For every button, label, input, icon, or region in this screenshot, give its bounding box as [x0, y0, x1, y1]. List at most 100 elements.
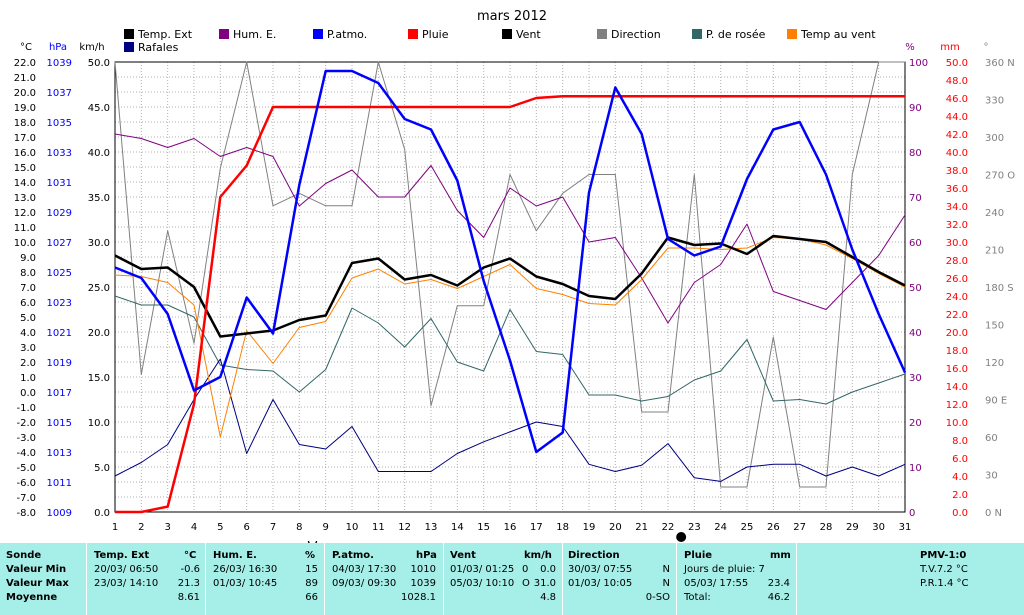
rain-tick-label: 18.0	[946, 346, 968, 357]
legend-swatch	[692, 29, 702, 39]
temp-tick-label: 6.0	[20, 298, 36, 309]
series-line-p-de-ros-e	[114, 295, 906, 405]
x-tick-label: 29	[846, 522, 859, 533]
temp-tick-label: 5.0	[20, 313, 36, 324]
pressure-tick-label: 1023	[47, 298, 72, 309]
temp-max-when: 23/03/ 14:10	[94, 578, 159, 589]
stats-table: Sonde Valeur Min Valeur Max Moyenne Temp…	[0, 543, 1024, 615]
rain-tick-label: 20.0	[946, 328, 968, 339]
rain-tick-label: 46.0	[946, 94, 968, 105]
rain-tick-label: 32.0	[946, 220, 968, 231]
pressure-axis-unit: hPa	[49, 42, 67, 53]
temp-tick-label: 10.0	[14, 238, 36, 249]
x-tick-label: 14	[451, 522, 464, 533]
temp-tick-label: 9.0	[20, 253, 36, 264]
row-label-max: Valeur Max	[6, 578, 69, 589]
direction-avg-value: 0-SO	[645, 592, 670, 603]
pressure-tick-label: 1011	[47, 478, 72, 489]
temp-tick-label: 19.0	[14, 103, 36, 114]
humidity-tick-label: 90	[909, 103, 922, 114]
pressure-tick-label: 1029	[47, 208, 72, 219]
legend-label: Vent	[516, 28, 541, 41]
temp-tick-label: 4.0	[20, 328, 36, 339]
rain-tick-label: 50.0	[946, 58, 968, 69]
hum-unit: %	[305, 550, 316, 561]
legend-label: Temp. Ext	[137, 28, 193, 41]
wind-min-when: 01/03/ 01:25	[450, 564, 515, 575]
direction-tick-label: 210	[985, 246, 1004, 257]
temp-tick-label: 20.0	[14, 88, 36, 99]
x-tick-label: 24	[714, 522, 727, 533]
axis-unit-labels: °C hPa km/h% mm °	[20, 42, 988, 53]
direction-tick-label: 120	[985, 358, 1004, 369]
rain-tick-label: 24.0	[946, 292, 968, 303]
legend-swatch	[124, 42, 134, 52]
press-min-value: 1010	[410, 564, 436, 575]
wind-min-dir: 0	[522, 564, 529, 575]
pressure-tick-label: 1033	[47, 148, 72, 159]
legend-label: P.atmo.	[327, 28, 367, 41]
press-max-value: 1039	[410, 578, 436, 589]
x-tick-label: 9	[322, 522, 328, 533]
direction-tick-label: 0 N	[985, 508, 1002, 519]
legend-swatch	[313, 29, 323, 39]
direction-tick-label: 240	[985, 208, 1004, 219]
temp-tick-label: 17.0	[14, 133, 36, 144]
press-min-when: 04/03/ 17:30	[332, 564, 397, 575]
rain-tick-label: 28.0	[946, 256, 968, 267]
wind-axis-unit: km/h	[79, 42, 104, 53]
x-tick-label: 5	[217, 522, 223, 533]
x-axis: 1 2 3 4 5 6 7 8 9 10 11 12 13 14 15 16 17 18 19 20 21 22 23 24 2…	[112, 522, 912, 533]
direction-tick-label: 270 O	[985, 171, 1015, 182]
rain-header: Pluie	[684, 550, 713, 561]
legend-label: P. de rosée	[706, 28, 766, 41]
humidity-tick-label: 70	[909, 193, 922, 204]
legend-swatch	[124, 29, 134, 39]
temp-max-value: 21.3	[177, 578, 200, 589]
rain-tick-label: 8.0	[952, 436, 968, 447]
rain-tick-label: 30.0	[946, 238, 968, 249]
rain-tick-label: 10.0	[946, 418, 968, 429]
wind-header: Vent	[450, 550, 476, 561]
series-line-hum-e	[114, 133, 906, 324]
x-tick-label: 6	[243, 522, 249, 533]
x-tick-label: 22	[662, 522, 675, 533]
rain-unit: mm	[770, 550, 791, 561]
moon-quarter-icon	[307, 540, 318, 543]
x-tick-label: 30	[872, 522, 885, 533]
rain-tick-label: 22.0	[946, 310, 968, 321]
x-tick-label: 2	[138, 522, 144, 533]
legend-label: Rafales	[138, 41, 179, 54]
humidity-axis-unit: %	[905, 42, 915, 53]
direction-tick-label: 300	[985, 133, 1004, 144]
legend-swatch	[219, 29, 229, 39]
chart-title: mars 2012	[477, 9, 547, 24]
rain-axis-unit: mm	[940, 42, 959, 53]
hum-header: Hum. E.	[213, 550, 257, 561]
direction-min-when: 30/03/ 07:55	[568, 564, 633, 575]
row-label-avg: Moyenne	[6, 592, 58, 603]
wind-tick-label: 50.0	[88, 58, 110, 69]
row-label-sonde: Sonde	[6, 550, 42, 561]
temp-tick-label: 2.0	[20, 358, 36, 369]
rain-tick-label: 0.0	[952, 508, 968, 519]
temp-avg-value: 8.61	[177, 592, 200, 603]
pressure-tick-label: 1027	[47, 238, 72, 249]
x-tick-label: 17	[530, 522, 543, 533]
x-tick-label: 13	[425, 522, 438, 533]
temp-axis-unit: °C	[20, 42, 32, 53]
rain-tick-label: 36.0	[946, 184, 968, 195]
direction-header: Direction	[568, 550, 620, 561]
direction-max-when: 01/03/ 10:05	[568, 578, 633, 589]
rain-total-value: 46.2	[767, 592, 790, 603]
rain-total-label: Total:	[684, 592, 711, 603]
rain-tick-label: 42.0	[946, 130, 968, 141]
humidity-tick-label: 100	[909, 58, 928, 69]
temp-tick-label: 0.0	[20, 388, 36, 399]
x-tick-label: 20	[609, 522, 622, 533]
right-axes: 100908070605040302010050.048.046.044.042…	[909, 58, 1015, 519]
row-label-min: Valeur Min	[6, 564, 67, 575]
press-avg-value: 1028.1	[401, 592, 436, 603]
temp-tick-label: -7.0	[16, 493, 36, 504]
